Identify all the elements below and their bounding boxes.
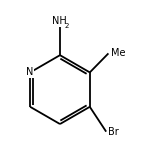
- Text: 2: 2: [64, 23, 69, 29]
- Text: Me: Me: [111, 48, 125, 58]
- Text: N: N: [27, 67, 34, 77]
- Text: Br: Br: [108, 127, 118, 137]
- Text: NH: NH: [52, 16, 67, 26]
